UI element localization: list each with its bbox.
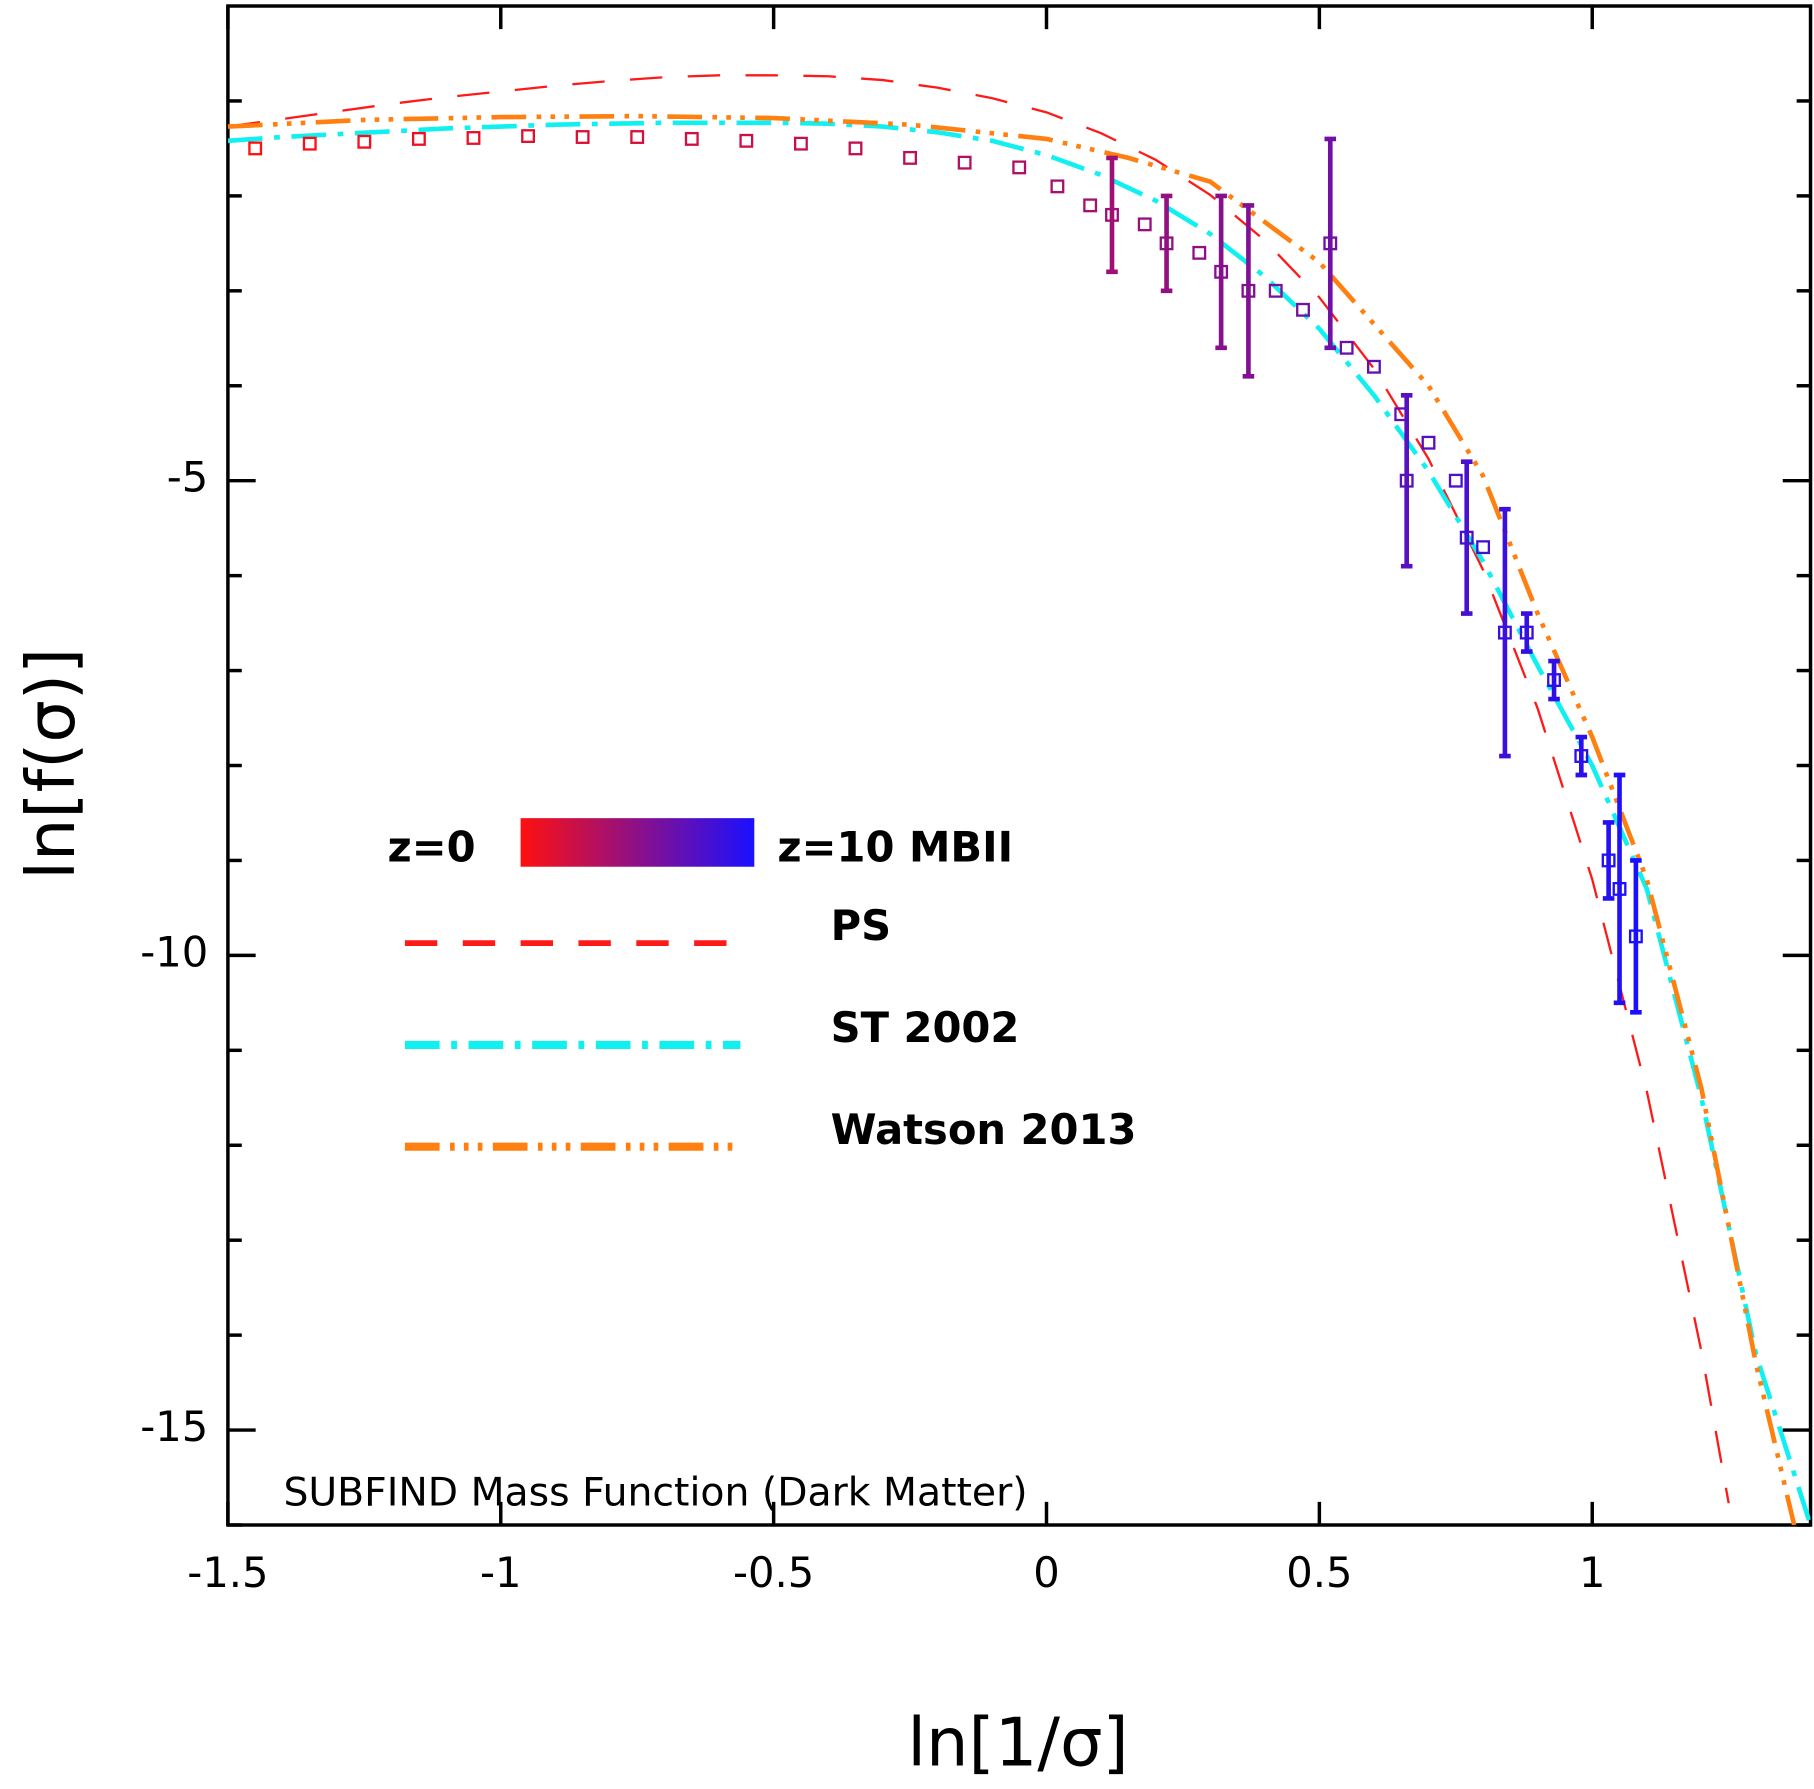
y-tick-label: -15 (140, 1402, 208, 1451)
legend-label: Watson 2013 (831, 1105, 1137, 1154)
colorbar (520, 818, 755, 867)
data-point (848, 141, 863, 156)
error-bar (1630, 858, 1642, 1015)
data-point (1192, 245, 1207, 260)
data-point (1421, 435, 1436, 450)
data-point (1105, 207, 1119, 222)
legend-label: PS (831, 901, 891, 950)
annotation: SUBFIND Mass Function (Dark Matter) (283, 1469, 1027, 1515)
error-bar (1242, 203, 1255, 379)
data-point (1367, 359, 1381, 374)
data-point (1241, 283, 1256, 298)
y-axis-title: ln[f(σ)] (12, 648, 90, 880)
x-axis-title: ln[1/σ] (907, 1704, 1128, 1782)
data-point (302, 136, 317, 151)
data-point (1214, 264, 1229, 279)
data-point (1628, 929, 1643, 944)
error-bar (1602, 820, 1615, 901)
model-curve (227, 120, 1811, 1526)
data-point (466, 131, 481, 145)
data-point (1459, 530, 1474, 545)
data-point (1159, 236, 1174, 251)
x-tick-label: 0.5 (1286, 1548, 1352, 1597)
legend: PS ST 2002 Watson 2013 (404, 901, 1137, 1154)
error-bar (1400, 392, 1413, 569)
data-point (739, 133, 754, 148)
data-point (1601, 853, 1616, 868)
data-point (957, 155, 972, 170)
data-point (1083, 198, 1098, 213)
y-tick-label: -5 (167, 453, 209, 502)
error-bar (1324, 136, 1337, 351)
x-tick-label: -1 (480, 1548, 522, 1597)
x-tick-label: -0.5 (733, 1548, 814, 1597)
error-bar (1215, 193, 1227, 351)
data-point (1476, 540, 1491, 555)
data-point (1050, 179, 1065, 194)
data-point (411, 131, 426, 146)
plot-area (227, 74, 1811, 1526)
data-point (575, 130, 590, 144)
colorbar-low-label: z=0 (388, 823, 476, 872)
data-point (630, 130, 645, 144)
legend-label: ST 2002 (831, 1003, 1020, 1052)
data-point (1339, 340, 1354, 355)
error-bar (1460, 459, 1473, 616)
data-point (1296, 302, 1310, 317)
data-point (1547, 673, 1561, 688)
data-point (1497, 625, 1512, 640)
data-point (1448, 473, 1463, 488)
colorbar-high-label: z=10 MBII (777, 823, 1013, 872)
error-bar (1548, 658, 1560, 702)
data-point (793, 136, 808, 151)
data-point (903, 150, 918, 165)
error-bar (1160, 193, 1173, 294)
data-point (1612, 881, 1627, 896)
data-point (1399, 473, 1414, 488)
x-tick-label: 1 (1579, 1548, 1605, 1597)
x-tick-label: -1.5 (187, 1548, 268, 1597)
data-point (248, 141, 263, 156)
error-bar (1106, 155, 1118, 275)
error-bar (1499, 506, 1511, 759)
error-bar (1520, 611, 1533, 654)
data-point (357, 134, 372, 149)
x-tick-label: 0 (1033, 1548, 1059, 1597)
model-curve (227, 113, 1797, 1526)
data-point (1137, 217, 1152, 232)
data-point (1012, 160, 1027, 175)
data-point (521, 129, 536, 144)
model-curve (227, 74, 1730, 1504)
data-point (1323, 236, 1338, 251)
data-point (1574, 749, 1589, 763)
error-bar (1613, 772, 1626, 1006)
data-point (1519, 625, 1534, 640)
y-tick-label: -10 (140, 927, 208, 976)
data-point (684, 131, 699, 146)
plot-frame (226, 4, 1813, 1527)
error-bar (1575, 734, 1588, 778)
data-point (1268, 283, 1283, 298)
